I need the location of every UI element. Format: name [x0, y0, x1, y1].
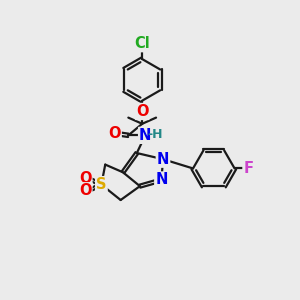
- Text: Cl: Cl: [134, 36, 150, 51]
- Text: O: O: [108, 126, 121, 141]
- Text: O: O: [79, 183, 92, 198]
- Text: O: O: [79, 171, 92, 186]
- Text: N: N: [157, 152, 169, 167]
- Text: N: N: [155, 172, 168, 188]
- Text: F: F: [244, 161, 254, 176]
- Text: N: N: [139, 128, 152, 143]
- Text: O: O: [136, 104, 148, 119]
- Text: S: S: [96, 177, 106, 192]
- Text: -H: -H: [148, 128, 163, 141]
